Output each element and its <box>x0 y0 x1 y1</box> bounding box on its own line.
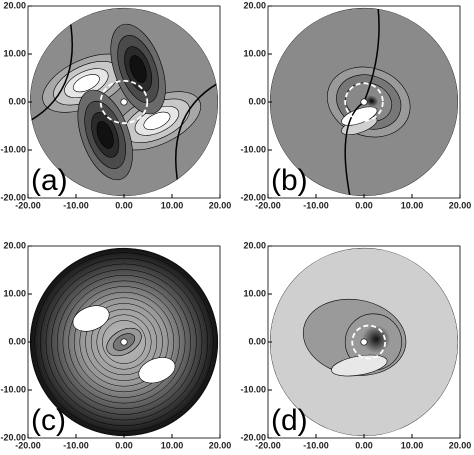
y-tick-label: 20.00 <box>3 0 26 10</box>
y-tick-label: -20.00 <box>240 432 266 442</box>
panel-label: (a) <box>31 164 68 197</box>
y-tick-label: 10.00 <box>3 48 26 58</box>
y-tick-label: -20.00 <box>0 432 26 442</box>
contour-field <box>29 247 219 437</box>
contour-line <box>56 274 192 410</box>
contour-region <box>138 357 176 384</box>
y-tick-label: 0.00 <box>248 336 266 346</box>
contour-region <box>143 111 171 130</box>
x-tick-label: -20.00 <box>15 440 41 450</box>
x-tick-label: -20.00 <box>255 440 281 450</box>
y-tick-label: 0.00 <box>8 336 26 346</box>
panel: -20.00 -10.00 0.00 10.00 20.00 -20.00 -10.00 0.… <box>240 240 471 450</box>
y-tick-label: 0.00 <box>248 96 266 106</box>
rmw-circle <box>99 79 149 125</box>
x-tick-label: 20.00 <box>209 440 232 450</box>
y-tick-label: -10.00 <box>240 384 266 394</box>
panel: -20.00 -10.00 0.00 10.00 20.00 -20.00 -10.00 0.… <box>0 240 231 450</box>
center-dot <box>360 338 368 346</box>
y-tick-label: -10.00 <box>0 384 26 394</box>
contour-line <box>102 320 146 364</box>
center-dot <box>360 98 368 106</box>
x-tick-label: -10.00 <box>63 200 89 210</box>
x-tick-label: -20.00 <box>15 200 41 210</box>
contour-line <box>79 297 169 387</box>
contour-line <box>40 258 208 426</box>
y-tick-label: 20.00 <box>3 240 26 250</box>
x-tick-label: -10.00 <box>303 440 329 450</box>
x-tick-label: 20.00 <box>449 440 472 450</box>
x-tick-label: 0.00 <box>355 440 373 450</box>
x-tick-label: 10.00 <box>161 200 184 210</box>
x-tick-label: 0.00 <box>355 200 373 210</box>
contour-field <box>269 7 459 197</box>
contour-line <box>85 303 163 381</box>
contour-line <box>51 269 197 415</box>
y-tick-label: 10.00 <box>243 288 266 298</box>
x-tick-label: -10.00 <box>303 200 329 210</box>
y-tick-label: 0.00 <box>8 96 26 106</box>
y-tick-label: -20.00 <box>0 192 26 202</box>
contour-line <box>45 263 203 421</box>
contour-line <box>62 280 186 404</box>
contour-line <box>73 291 175 393</box>
center-dot <box>120 98 128 106</box>
contour-field <box>29 7 219 197</box>
zero-line <box>174 82 219 197</box>
x-tick-label: 10.00 <box>401 440 424 450</box>
contour-region <box>331 354 388 377</box>
contour-region <box>129 55 147 83</box>
x-tick-label: 0.00 <box>115 440 133 450</box>
rmw-circle <box>344 82 384 122</box>
panel-label: (d) <box>271 404 308 437</box>
panel: -20.00 -10.00 0.00 10.00 20.00 -20.00 -10.00 0.… <box>240 0 471 210</box>
contour-line <box>34 252 214 432</box>
x-tick-label: 10.00 <box>401 200 424 210</box>
zero-line <box>29 7 74 122</box>
x-tick-label: 20.00 <box>209 200 232 210</box>
x-tick-label: 20.00 <box>449 200 472 210</box>
x-tick-label: 10.00 <box>161 440 184 450</box>
y-tick-label: -20.00 <box>240 192 266 202</box>
contour-region <box>72 305 110 332</box>
x-tick-label: 0.00 <box>115 200 133 210</box>
y-tick-label: 10.00 <box>3 288 26 298</box>
contour-line <box>68 286 180 398</box>
y-tick-label: 20.00 <box>243 0 266 10</box>
rmw-circle <box>351 324 387 360</box>
contour-region <box>96 121 114 149</box>
x-tick-label: -10.00 <box>63 440 89 450</box>
panel-label: (c) <box>31 404 66 437</box>
y-tick-label: -10.00 <box>0 144 26 154</box>
y-tick-label: -10.00 <box>240 144 266 154</box>
center-dot <box>120 338 128 346</box>
panel: -20.00 -10.00 0.00 10.00 20.00 -20.00 -10.00 0.… <box>0 0 231 210</box>
y-tick-label: 20.00 <box>243 240 266 250</box>
contour-field <box>269 247 459 437</box>
contour-line <box>90 308 158 376</box>
panel-label: (b) <box>271 164 308 197</box>
contour-region <box>72 74 100 93</box>
x-tick-label: -20.00 <box>255 200 281 210</box>
contour-line <box>96 314 152 370</box>
y-tick-label: 10.00 <box>243 48 266 58</box>
